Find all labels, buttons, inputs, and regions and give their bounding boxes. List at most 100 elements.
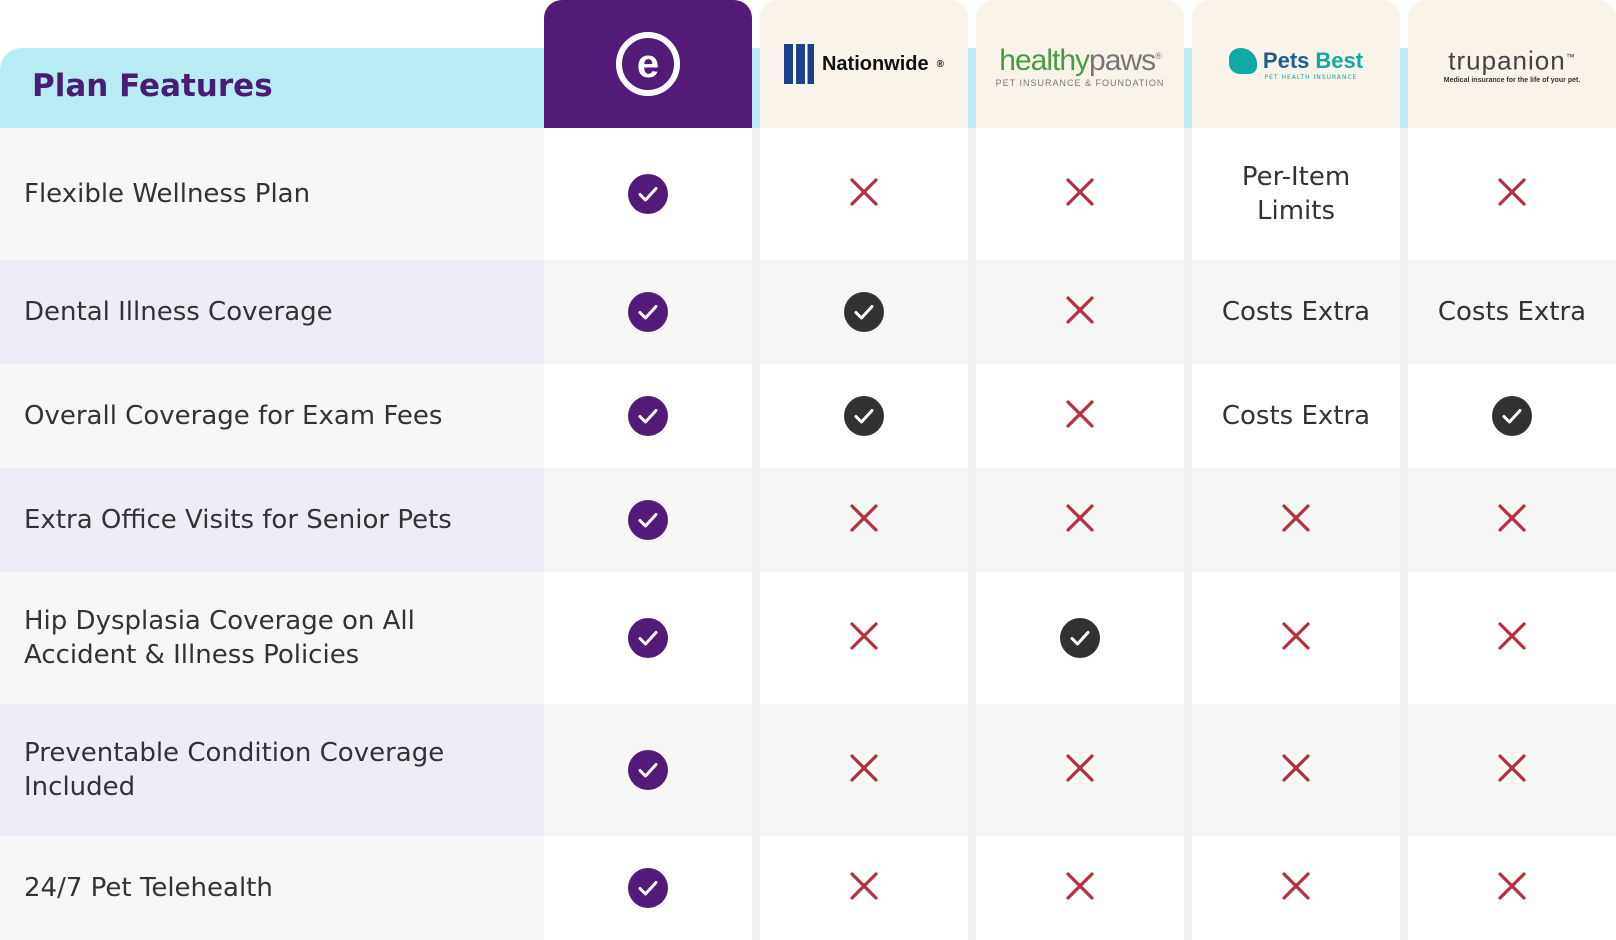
healthypaws-logo-text-a: healthy <box>999 43 1090 77</box>
petsbest-header: Pets Best PET HEALTH INSURANCE <box>1192 0 1400 128</box>
feature-cell: Dental Illness Coverage <box>0 260 544 364</box>
table-cell <box>760 128 968 260</box>
table-cell: Costs Extra <box>1408 260 1616 364</box>
feature-cell: Preventable Condition Coverage Included <box>0 704 544 836</box>
cell-text: Costs Extra <box>1221 401 1371 431</box>
table-cell <box>1408 128 1616 260</box>
table-cell <box>1192 704 1400 836</box>
check-circle-icon <box>628 868 668 908</box>
embrace-header: e <box>544 0 752 128</box>
table-cell <box>1408 572 1616 704</box>
cell-text: Costs Extra <box>1221 297 1371 327</box>
x-mark-icon <box>1497 871 1527 905</box>
table-cell <box>1408 468 1616 572</box>
table-cell <box>760 704 968 836</box>
table-cell <box>1408 836 1616 940</box>
table-cell <box>1192 572 1400 704</box>
table-cell <box>976 128 1184 260</box>
healthypaws-tagline: PET INSURANCE & FOUNDATION <box>995 77 1165 88</box>
feature-cell: Extra Office Visits for Senior Pets <box>0 468 544 572</box>
table-cell <box>1408 704 1616 836</box>
x-mark-icon <box>1497 177 1527 211</box>
table-cell <box>1192 468 1400 572</box>
check-circle-icon <box>628 174 668 214</box>
trupanion-wordmark: trupanion™ <box>1448 44 1575 74</box>
table-cell <box>760 468 968 572</box>
column-gutter <box>1184 128 1192 940</box>
table-cell <box>544 704 752 836</box>
check-circle-icon <box>628 500 668 540</box>
embrace-logo: e <box>616 32 680 96</box>
petsbest-wordmark: Pets Best <box>1228 47 1364 74</box>
healthypaws-wordmark: healthypaws® <box>999 41 1162 77</box>
table-cell <box>760 364 968 468</box>
column-gutter <box>968 128 976 940</box>
healthypaws-logo: healthypaws® PET INSURANCE & FOUNDATION <box>996 41 1165 88</box>
feature-label: Extra Office Visits for Senior Pets <box>24 505 452 535</box>
trupanion-logo-text: trupanion <box>1448 45 1566 76</box>
healthypaws-header: healthypaws® PET INSURANCE & FOUNDATION <box>976 0 1184 128</box>
nationwide-logo-text: Nationwide <box>821 52 929 75</box>
feature-label: Dental Illness Coverage <box>24 297 333 327</box>
petsbest-logo-text-b: Best <box>1315 47 1364 73</box>
plan-features-title: Plan Features <box>32 68 273 104</box>
check-circle-icon <box>844 396 884 436</box>
table-cell <box>976 468 1184 572</box>
table-cell <box>760 260 968 364</box>
check-circle-icon <box>844 292 884 332</box>
feature-label: Flexible Wellness Plan <box>24 179 311 209</box>
table-cell <box>976 836 1184 940</box>
table-cell <box>544 468 752 572</box>
x-mark-icon <box>1065 503 1095 537</box>
x-mark-icon <box>1497 503 1527 537</box>
table-cell: Costs Extra <box>1192 364 1400 468</box>
table-cell <box>544 128 752 260</box>
feature-cell: Hip Dysplasia Coverage on All Accident &… <box>0 572 544 704</box>
x-mark-icon <box>849 871 879 905</box>
check-circle-icon <box>628 396 668 436</box>
table-cell <box>544 836 752 940</box>
x-mark-icon <box>1065 871 1095 905</box>
check-circle-icon <box>628 292 668 332</box>
registered-mark: ® <box>936 58 945 70</box>
petsbest-tagline: PET HEALTH INSURANCE <box>1264 73 1358 81</box>
table-cell <box>976 364 1184 468</box>
x-mark-icon <box>1497 621 1527 655</box>
check-circle-icon <box>1060 618 1100 658</box>
trademark-mark: ™ <box>1565 52 1576 63</box>
trupanion-tagline: Medical insurance for the life of your p… <box>1443 76 1581 84</box>
feature-label: Overall Coverage for Exam Fees <box>24 401 443 431</box>
x-mark-icon <box>1281 503 1311 537</box>
feature-label: Preventable Condition Coverage Included <box>24 738 445 802</box>
column-gutter <box>752 128 760 940</box>
column-gutter <box>1400 128 1408 940</box>
x-mark-icon <box>1281 621 1311 655</box>
table-cell <box>760 836 968 940</box>
feature-cell: Overall Coverage for Exam Fees <box>0 364 544 468</box>
x-mark-icon <box>1065 753 1095 787</box>
table-cell <box>1192 836 1400 940</box>
cell-text: Per-Item Limits <box>1241 162 1351 226</box>
x-mark-icon <box>1065 399 1095 433</box>
x-mark-icon <box>849 753 879 787</box>
x-mark-icon <box>1281 753 1311 787</box>
nationwide-eagle-icon <box>783 44 814 84</box>
table-cell <box>544 364 752 468</box>
healthypaws-logo-text-b: paws <box>1089 43 1156 77</box>
check-circle-icon <box>628 618 668 658</box>
feature-cell: Flexible Wellness Plan <box>0 128 544 260</box>
table-cell: Costs Extra <box>1192 260 1400 364</box>
cell-text: Costs Extra <box>1437 297 1587 327</box>
table-cell <box>760 572 968 704</box>
trupanion-logo: trupanion™ Medical insurance for the life… <box>1444 44 1581 84</box>
feature-cell: 24/7 Pet Telehealth <box>0 836 544 940</box>
registered-mark: ® <box>1155 50 1162 61</box>
dog-icon <box>1228 47 1257 74</box>
nationwide-header: Nationwide ® <box>760 0 968 128</box>
petsbest-logo: Pets Best PET HEALTH INSURANCE <box>1228 47 1364 81</box>
x-mark-icon <box>849 177 879 211</box>
petsbest-logo-text-a: Pets <box>1262 47 1310 73</box>
table-cell <box>976 260 1184 364</box>
x-mark-icon <box>849 503 879 537</box>
x-mark-icon <box>1497 753 1527 787</box>
